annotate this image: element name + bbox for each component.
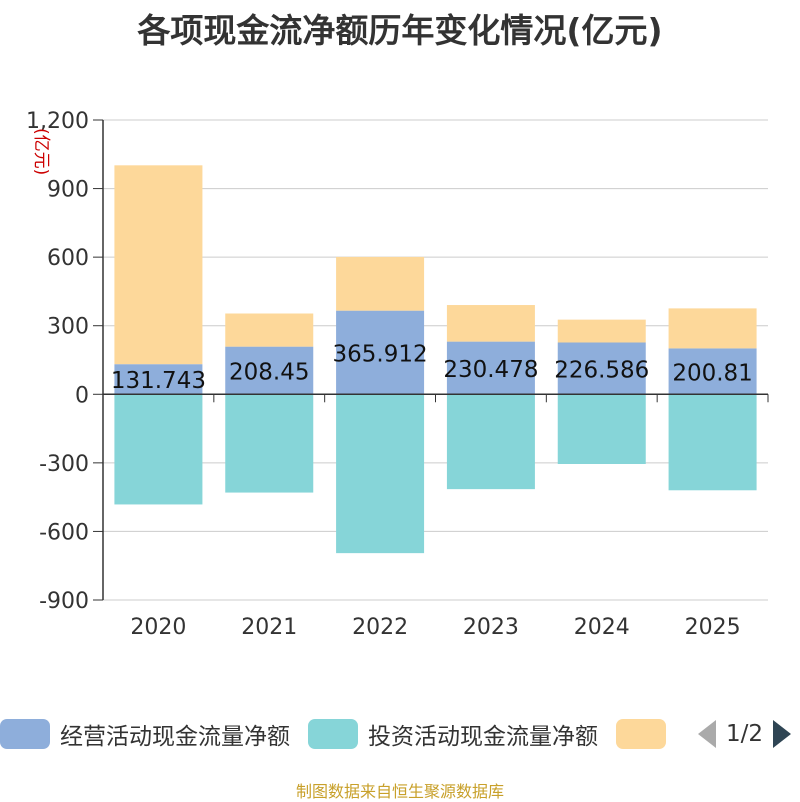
- legend-item-financing[interactable]: [616, 719, 676, 749]
- x-tick-label: 2024: [574, 615, 630, 640]
- bar-investing[interactable]: [446, 394, 535, 490]
- legend-item-investing[interactable]: 投资活动现金流量净额: [308, 717, 598, 751]
- bar-investing[interactable]: [557, 394, 646, 464]
- x-tick-label: 2020: [130, 615, 186, 640]
- legend-swatch-investing: [308, 719, 358, 749]
- data-label: 208.45: [229, 359, 309, 385]
- data-label: 131.743: [111, 368, 206, 394]
- y-tick-label: -300: [39, 452, 89, 477]
- bar-operating[interactable]: [446, 341, 535, 395]
- bar-other[interactable]: [225, 313, 314, 347]
- bar-operating[interactable]: [114, 364, 203, 395]
- bar-investing[interactable]: [225, 394, 314, 493]
- bar-operating[interactable]: [668, 348, 757, 395]
- legend-swatch-financing: [616, 719, 666, 749]
- source-footer: 制图数据来自恒生聚源数据库: [295, 782, 504, 801]
- y-axis-unit-label: (亿元): [31, 128, 51, 175]
- bar-operating[interactable]: [336, 310, 425, 395]
- bar-operating[interactable]: [225, 346, 314, 395]
- legend: 经营活动现金流量净额 投资活动现金流量净额 1/2: [0, 716, 800, 752]
- bar-investing[interactable]: [668, 394, 757, 491]
- bar-investing[interactable]: [336, 394, 425, 554]
- x-tick-label: 2022: [352, 615, 408, 640]
- chart-plot: -900 -600 -300 0 300 600 900 1,200(亿元) 131.743 20…: [26, 109, 769, 640]
- legend-item-operating[interactable]: 经营活动现金流量净额: [0, 717, 290, 751]
- legend-label-investing: 投资活动现金流量净额: [368, 724, 598, 750]
- y-tick-label: -900: [39, 589, 89, 614]
- bar-other[interactable]: [336, 256, 425, 311]
- data-label: 365.912: [333, 341, 428, 367]
- bar-operating[interactable]: [557, 342, 646, 395]
- bar-other[interactable]: [557, 319, 646, 343]
- legend-pager: 1/2: [698, 720, 792, 748]
- prev-page-icon[interactable]: [698, 720, 716, 748]
- data-label: 226.586: [554, 357, 649, 383]
- legend-label-operating: 经营活动现金流量净额: [60, 724, 290, 750]
- x-tick-label: 2021: [241, 615, 297, 640]
- data-label: 200.81: [672, 360, 752, 386]
- y-tick-label: 0: [75, 383, 89, 408]
- y-tick-label: 600: [47, 246, 89, 271]
- legend-swatch-operating: [0, 719, 50, 749]
- next-page-icon[interactable]: [773, 720, 792, 748]
- bar-investing[interactable]: [114, 394, 203, 505]
- y-tick-label: 300: [47, 315, 89, 340]
- data-label: 230.478: [443, 357, 538, 383]
- bar-other[interactable]: [446, 305, 535, 342]
- y-tick-label: 1,200: [26, 109, 89, 134]
- y-tick-label: -600: [39, 520, 89, 545]
- bar-other[interactable]: [668, 308, 757, 349]
- y-tick-label: 900: [47, 178, 89, 203]
- bar-other[interactable]: [114, 165, 203, 365]
- chart-title: 各项现金流净额历年变化情况(亿元): [137, 11, 663, 50]
- x-tick-label: 2023: [463, 615, 519, 640]
- legend-page-indicator: 1/2: [726, 721, 764, 747]
- x-tick-label: 2025: [685, 615, 741, 640]
